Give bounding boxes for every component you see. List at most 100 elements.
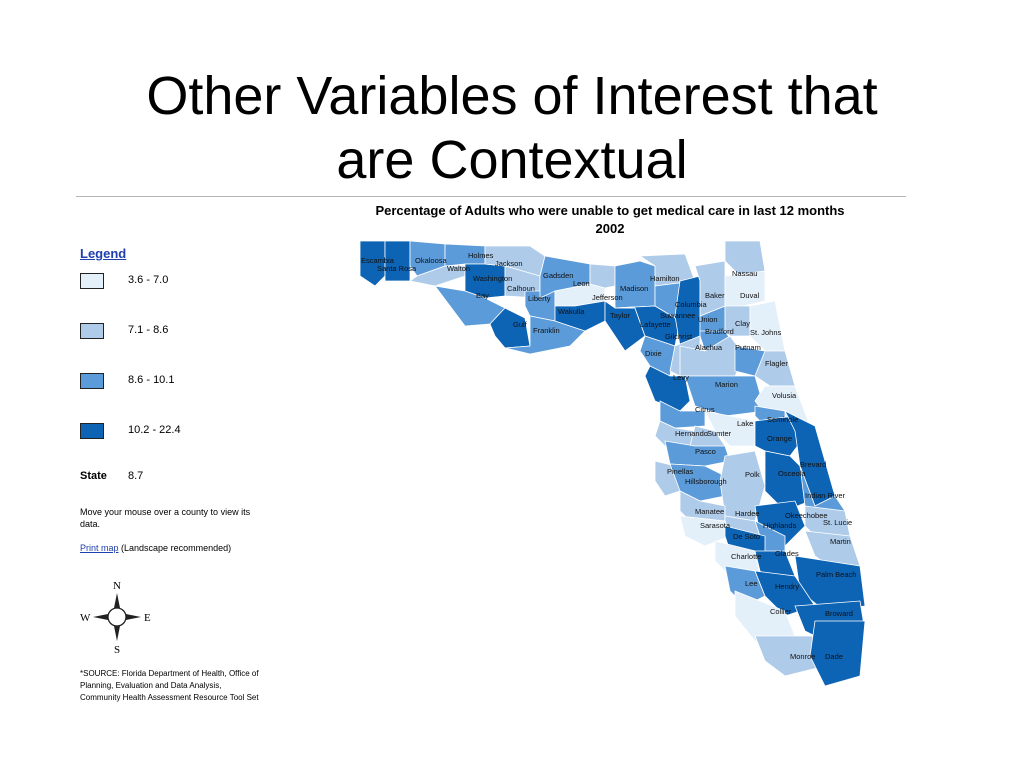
state-label: State [80,470,107,482]
compass-south-label: S [114,644,120,656]
county-label-sumter: Sumter [707,429,732,438]
county-dade[interactable] [809,620,866,687]
county-jefferson[interactable] [589,263,616,289]
county-label-hillsborough: Hillsborough [685,477,727,486]
county-label-seminole: Seminole [767,415,798,424]
source-line-1: *SOURCE: Florida Department of Health, O… [80,669,259,678]
county-label-union: Union [698,315,718,324]
county-label-osceola: Osceola [778,469,806,478]
county-label-broward: Broward [825,609,853,618]
county-levy[interactable] [644,365,691,412]
county-label-calhoun: Calhoun [507,284,535,293]
county-label-hamilton: Hamilton [650,274,680,283]
county-label-franklin: Franklin [533,326,560,335]
county-label-leon: Leon [573,279,590,288]
state-value: 8.7 [128,470,144,482]
county-label-madison: Madison [620,284,648,293]
legend-label: 3.6 - 7.0 [128,274,169,286]
county-label-indian-river: Indian River [805,491,846,500]
county-label-st-lucie: St. Lucie [823,518,852,527]
county-label-martin: Martin [830,537,851,546]
county-label-pasco: Pasco [695,447,716,456]
county-clay[interactable] [724,305,751,337]
compass-west-label: W [80,612,91,624]
source-line-3: Community Health Assessment Resource Too… [80,693,259,702]
county-label-jefferson: Jefferson [592,293,623,302]
legend-swatch [80,423,104,439]
county-label-alachua: Alachua [695,343,723,352]
county-label-okaloosa: Okaloosa [415,256,448,265]
county-monroe[interactable] [754,635,826,677]
county-label-liberty: Liberty [528,294,551,303]
county-label-lafayette: Lafayette [640,320,671,329]
county-label-suwannee: Suwannee [660,311,695,320]
legend-swatch [80,373,104,389]
county-label-duval: Duval [740,291,760,300]
county-label-de-soto: De Soto [733,532,760,541]
county-label-lee: Lee [745,579,758,588]
county-label-flagler: Flagler [765,359,788,368]
source-note: *SOURCE: Florida Department of Health, O… [80,668,260,704]
county-label-highlands: Highlands [763,521,797,530]
county-label-polk: Polk [745,470,760,479]
hover-hint: Move your mouse over a county to view it… [80,507,251,529]
map-title: Percentage of Adults who were unable to … [330,202,890,238]
county-label-clay: Clay [735,319,750,328]
print-note: (Landscape recommended) [121,543,232,553]
compass-rose-icon: N S W E [80,580,151,656]
county-label-hernando: Hernando [675,429,708,438]
county-label-gulf: Gulf [513,320,528,329]
county-label-putnam: Putnam [735,343,761,352]
county-label-holmes: Holmes [468,251,494,260]
county-label-gilchrist: Gilchrist [665,332,693,341]
county-label-jackson: Jackson [495,259,523,268]
county-label-dade: Dade [825,652,843,661]
county-label-orange: Orange [767,434,792,443]
county-label-hendry: Hendry [775,582,799,591]
county-label-collier: Collier [770,607,792,616]
county-label-wakulla: Wakulla [558,307,585,316]
divider-rule [76,196,906,197]
county-label-citrus: Citrus [695,405,715,414]
county-label-escambia: Escambia [361,256,395,265]
print-map-link[interactable]: Print map [80,543,119,553]
legend-heading[interactable]: Legend [80,246,127,261]
county-label-monroe: Monroe [790,652,815,661]
county-label-charlotte: Charlotte [731,552,761,561]
print-row: Print map (Landscape recommended) [80,543,231,553]
county-baker[interactable] [694,260,726,317]
county-label-pinellas: Pinellas [667,467,694,476]
county-label-levy: Levy [673,373,689,382]
legend-label: 10.2 - 22.4 [128,424,181,436]
county-label-glades: Glades [775,549,799,558]
county-label-brevard: Brevard [800,460,826,469]
county-label-palm-beach: Palm Beach [816,570,856,579]
county-label-gadsden: Gadsden [543,271,573,280]
county-duval[interactable] [724,270,766,309]
slide-title-line-1: Other Variables of Interest that [146,66,878,127]
slide-title-line-2: are Contextual [336,130,688,191]
county-label-hardee: Hardee [735,509,760,518]
county-label-dixie: Dixie [645,349,662,358]
source-line-2: Planning, Evaluation and Data Analysis, [80,681,222,690]
county-label-taylor: Taylor [610,311,631,320]
county-label-sarasota: Sarasota [700,521,731,530]
county-label-okeechobee: Okeechobee [785,511,828,520]
compass-north-label: N [113,580,121,592]
county-label-bay: Bay [476,291,489,300]
county-label-columbia: Columbia [675,300,708,309]
map-title-line-2: 2002 [595,221,625,236]
county-label-st-johns: St. Johns [750,328,782,337]
county-label-nassau: Nassau [732,269,757,278]
county-label-baker: Baker [705,291,725,300]
county-sarasota[interactable] [679,515,731,547]
slide-title: Other Variables of Interest that are Con… [0,64,1024,192]
legend-label: 7.1 - 8.6 [128,324,169,336]
county-label-santa-rosa: Santa Rosa [377,264,417,273]
county-label-marion: Marion [715,380,738,389]
county-label-lake: Lake [737,419,753,428]
county-marion[interactable] [684,375,766,417]
legend-label: 8.6 - 10.1 [128,374,175,386]
county-escambia[interactable] [359,240,386,287]
